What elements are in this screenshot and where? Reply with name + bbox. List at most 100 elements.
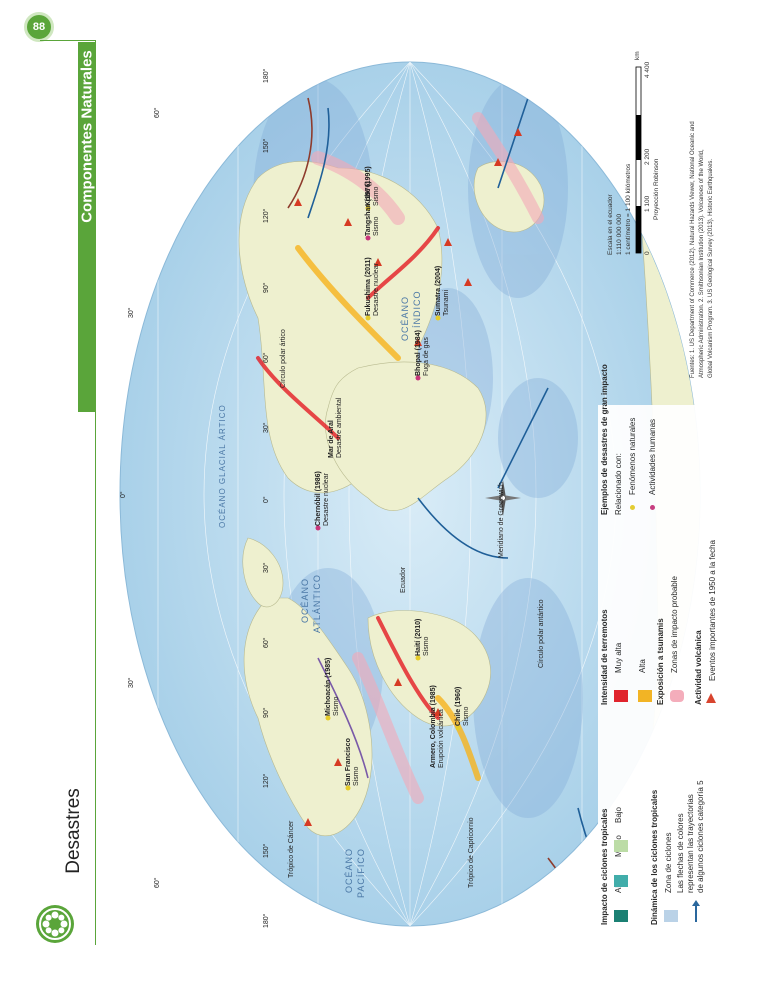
lon-label: 30° [263,422,270,433]
scale-block: Escala en el ecuador 1:110 000 000 1 cen… [607,51,662,260]
hazard-belts [256,112,544,804]
antarctic-circle-label: Círculo polar antártico [538,599,545,668]
scale-line3: 1 centímetro = 1 100 kilómetros [625,163,632,255]
ocean-atlantico-line2: ATLÁNTICO [312,574,322,633]
event-desc: Desastre nuclear [323,473,330,526]
legend-earthquake-title: Intensidad de terremotos [600,609,609,705]
lat-label: 60° [154,877,161,888]
event-desc: Sismo [353,766,360,786]
sources-line3: Global Volcanism Program. 3. US Geologic… [708,158,714,378]
ocean-indico-line1: OCÉANO [400,295,410,341]
ocean-glaciar-label: OCÉANO GLACIAL ÁRTICO [218,404,227,528]
event-label: Chile (1960) [455,686,462,726]
ocean-indico-line2: ÍNDICO [412,290,422,329]
legend-label: Muy alta [614,642,623,673]
legend-tsunami-title: Exposición a tsunamis [656,618,665,705]
event-desc: Tsunami [443,289,450,316]
ocean-atlantico-line1: OCÉANO [300,577,310,623]
legend-swatch-tsunami [670,690,684,702]
event-label: Haití (2010) [415,618,422,656]
sources-line1: Fuentes: 1. US Department of Commerce (2… [690,121,696,378]
event-desc: Erupción volcánica [438,709,445,768]
legend-cyclones-title: Impacto de ciclones tropicales [600,808,609,925]
scale-tick: 4 400 [644,61,651,78]
lon-label: 120° [263,773,270,788]
north-america [243,597,373,837]
legend-examples-title: Ejemplos de desastres de gran impacto [600,364,609,515]
lon-label: 150° [263,138,270,153]
scale-tick: 1 100 [644,195,651,212]
legend-label: Las flechas de colores [676,813,685,893]
lon-label: 90° [263,707,270,718]
disaster-dots [315,205,461,791]
section-title: Componentes Naturales [78,50,96,223]
scale-tick: 0 [644,251,651,255]
legend-swatch-high-eq [638,690,652,702]
event-label: Fukushima (2011) [365,257,372,316]
legend-arrow-icon [692,900,700,922]
tropic-cancer-label: Trópico de Cáncer [288,820,295,878]
event-desc: Sismo [333,696,340,716]
header-rule [40,40,96,41]
projection-label: Proyección Robinson [653,158,660,220]
lon-label: 90° [263,282,270,293]
page-title: Desastres [63,788,84,874]
lon-label: 60° [263,352,270,363]
legend-dot-natural [630,505,635,510]
sources-line2: Atmospheric Administration. 2. Smithsoni… [699,149,705,378]
tropic-capricorn-label: Trópico de Capricornio [468,817,475,888]
legend-label: Zona de ciclones [664,832,673,893]
legend-label: Alta [638,659,647,673]
scale-line1: Escala en el ecuador [607,194,614,255]
scale-line2: 1:110 000 000 [616,213,623,255]
lon-label: 150° [263,843,270,858]
lon-label: 120° [263,208,270,223]
legend-label: representan las trayectorias [686,794,695,893]
world-disaster-map: OCÉANO GLACIAL ÁRTICO OCÉANO ATLÁNTICO O… [118,58,703,930]
event-desc: Fuga de gas [423,337,430,376]
legend-dynamics-title: Dinámica de los ciclones tropicales [650,789,659,925]
event-desc: Sismo [423,636,430,656]
legend-examples-sub: Relacionado con: [614,453,623,515]
lon-label: 0° [263,496,270,503]
legend-dot-human [650,505,655,510]
legend-label: Eventos importantes de 1950 a la fecha [708,540,717,681]
africa [325,361,487,511]
legend-swatch-cyclone-zone [664,910,678,922]
scale-tick: 2 200 [644,148,651,165]
map-svg [119,61,701,927]
volcano-icon [706,693,716,703]
legend-label: Fenómenos naturales [628,417,637,495]
map-legend: Impacto de ciclones tropicales Alto Medi… [598,364,733,930]
event-desc: Desastre nuclear [373,263,380,316]
legend-swatch-low [614,840,628,852]
page-number: 88 [32,21,46,33]
event-desc: Sismo [463,706,470,726]
event-desc: Sismo [373,186,380,206]
south-america [367,610,491,727]
event-label: Bhopal (1984) [415,330,422,376]
event-label: San Francisco [345,738,352,786]
volcano-markers [294,128,522,826]
legend-swatch-very-high [614,690,628,702]
event-label: Mar de Aral [328,420,335,458]
ocean-pacifico-line2: PACÍFICO [356,848,366,898]
lon-label: 60° [263,637,270,648]
page-number-badge: 88 [24,12,54,42]
scale-unit: km [634,51,641,60]
event-label: Armero, Colombia (1985) [430,685,437,768]
event-desc: Desastre ambiental [336,397,343,458]
legend-label: de algunos ciclones categoría 5 [696,780,705,893]
lat-label: 60° [154,107,161,118]
lat-label: 30° [128,307,135,318]
legend-volcano-title: Actividad volcánica [694,630,703,705]
equator-label: Ecuador [400,566,407,593]
lon-label: 180° [263,913,270,928]
flower-logo-icon [36,905,74,943]
legend-swatch-high [614,910,628,922]
section-band [78,42,96,412]
lat-label: 30° [128,677,135,688]
scale-bar [635,66,642,254]
ocean-pacifico-line1: OCÉANO [344,847,354,893]
artic-circle-label: Círculo polar ártico [280,329,287,388]
